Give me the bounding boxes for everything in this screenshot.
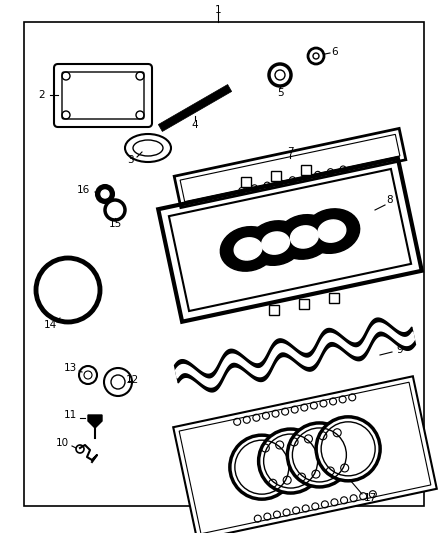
Polygon shape: [88, 415, 102, 428]
Polygon shape: [234, 238, 262, 260]
Text: 7: 7: [287, 147, 293, 157]
Text: 3: 3: [127, 155, 133, 165]
Text: 15: 15: [108, 219, 122, 229]
Bar: [301, 165, 311, 175]
Text: 17: 17: [364, 493, 377, 503]
Text: 14: 14: [43, 320, 57, 330]
Circle shape: [316, 417, 380, 481]
Polygon shape: [174, 318, 416, 392]
Polygon shape: [159, 85, 232, 132]
Polygon shape: [277, 215, 332, 259]
Text: 13: 13: [64, 363, 77, 373]
Bar: [268, 305, 279, 316]
Text: 10: 10: [56, 438, 69, 448]
Polygon shape: [248, 221, 304, 265]
Circle shape: [101, 190, 109, 198]
Polygon shape: [176, 323, 414, 387]
Polygon shape: [173, 376, 437, 533]
Circle shape: [258, 429, 323, 493]
Text: 1: 1: [215, 5, 221, 15]
Text: 11: 11: [64, 410, 77, 420]
Polygon shape: [158, 158, 422, 322]
Polygon shape: [290, 226, 318, 248]
Polygon shape: [304, 209, 360, 253]
Text: 12: 12: [125, 375, 138, 385]
Circle shape: [287, 423, 351, 487]
Bar: [241, 177, 251, 187]
Circle shape: [96, 185, 114, 203]
Text: 6: 6: [332, 47, 338, 57]
Polygon shape: [169, 169, 411, 311]
Circle shape: [230, 435, 294, 499]
Bar: [272, 171, 281, 181]
Polygon shape: [220, 227, 276, 271]
Text: 16: 16: [76, 185, 90, 195]
Polygon shape: [262, 232, 290, 254]
Text: 8: 8: [387, 195, 393, 205]
Polygon shape: [318, 220, 346, 242]
Text: 5: 5: [277, 88, 283, 98]
Bar: [328, 293, 339, 303]
Text: 4: 4: [192, 120, 198, 130]
Text: 9: 9: [397, 345, 403, 355]
Bar: [299, 299, 309, 309]
Text: 2: 2: [39, 90, 45, 100]
